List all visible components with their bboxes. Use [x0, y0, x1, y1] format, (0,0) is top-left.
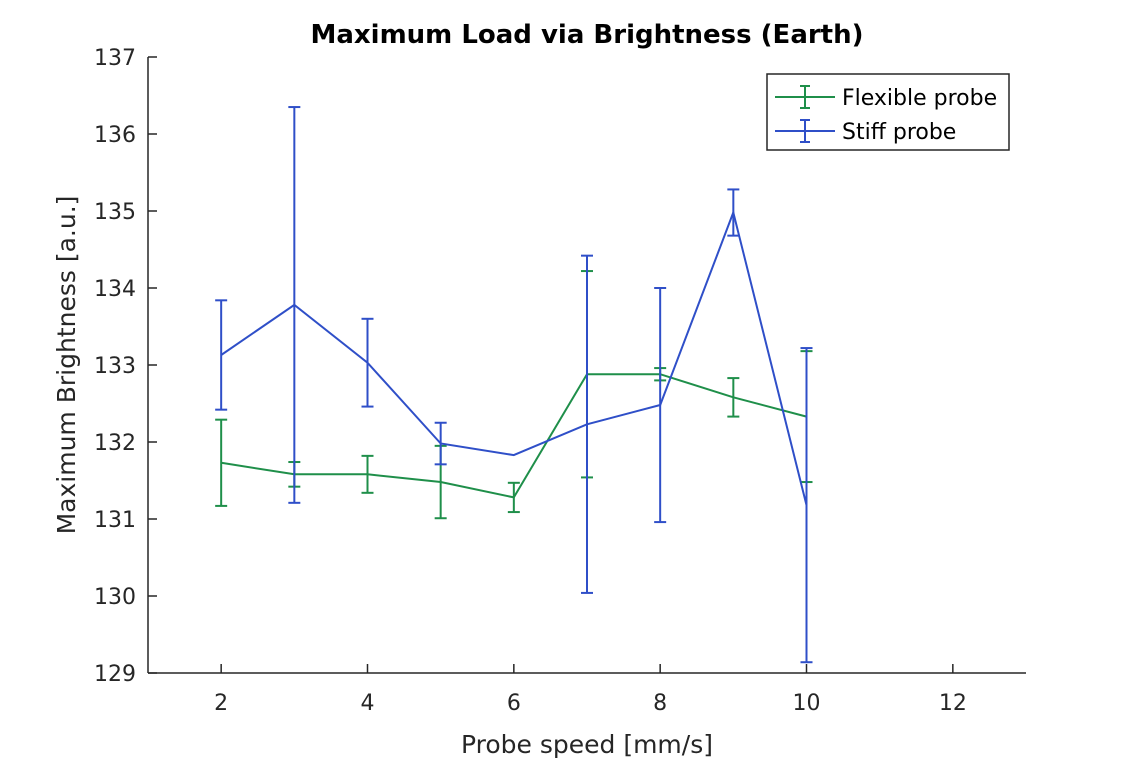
y-axis-title: Maximum Brightness [a.u.]: [52, 196, 81, 535]
y-tick-label: 133: [94, 354, 136, 379]
y-tick-label: 136: [94, 123, 136, 148]
error-bar: [288, 106, 301, 504]
y-tick-label: 135: [94, 200, 136, 225]
series-line: [221, 373, 807, 499]
series-layer: [215, 106, 813, 664]
x-axis-title: Probe speed [mm/s]: [461, 730, 713, 759]
error-bar: [215, 418, 228, 507]
error-bar: [727, 188, 740, 237]
series-line: [220, 209, 808, 506]
legend-label: Flexible probe: [842, 86, 997, 111]
error-bar: [507, 481, 520, 514]
x-tick-label: 8: [653, 691, 667, 716]
error-bar: [434, 421, 447, 466]
error-bar: [361, 317, 374, 408]
x-tick-label: 12: [939, 691, 967, 716]
chart-title: Maximum Load via Brightness (Earth): [310, 20, 863, 50]
legend-box: [766, 73, 1010, 151]
x-tick-label: 4: [361, 691, 375, 716]
error-bar: [727, 377, 740, 418]
series-0: [215, 270, 813, 520]
y-tick-label: 129: [94, 662, 136, 687]
legend-item-0: Flexible probe: [775, 85, 997, 111]
legend-item-1: Stiff probe: [775, 119, 956, 145]
error-bar: [654, 287, 667, 524]
y-tick-label: 137: [94, 46, 136, 71]
x-tick-label: 2: [214, 691, 228, 716]
legend-label: Stiff probe: [842, 120, 956, 145]
y-tick-label: 131: [94, 508, 136, 533]
x-tick-label: 6: [507, 691, 521, 716]
series-1: [215, 106, 813, 664]
error-bar: [581, 254, 593, 594]
axes: 2 4 6 8 10 12 129 130 131 132 133 134 135 136 137: [94, 46, 1026, 716]
error-bar: [361, 454, 374, 494]
x-tick-label: 10: [793, 691, 821, 716]
y-tick-label: 132: [94, 431, 136, 456]
legend: Flexible probe Stiff probe: [766, 73, 1010, 151]
y-tick-label: 134: [94, 277, 136, 302]
y-tick-label: 130: [94, 585, 136, 610]
error-bar: [800, 347, 813, 664]
error-bar: [215, 299, 228, 411]
